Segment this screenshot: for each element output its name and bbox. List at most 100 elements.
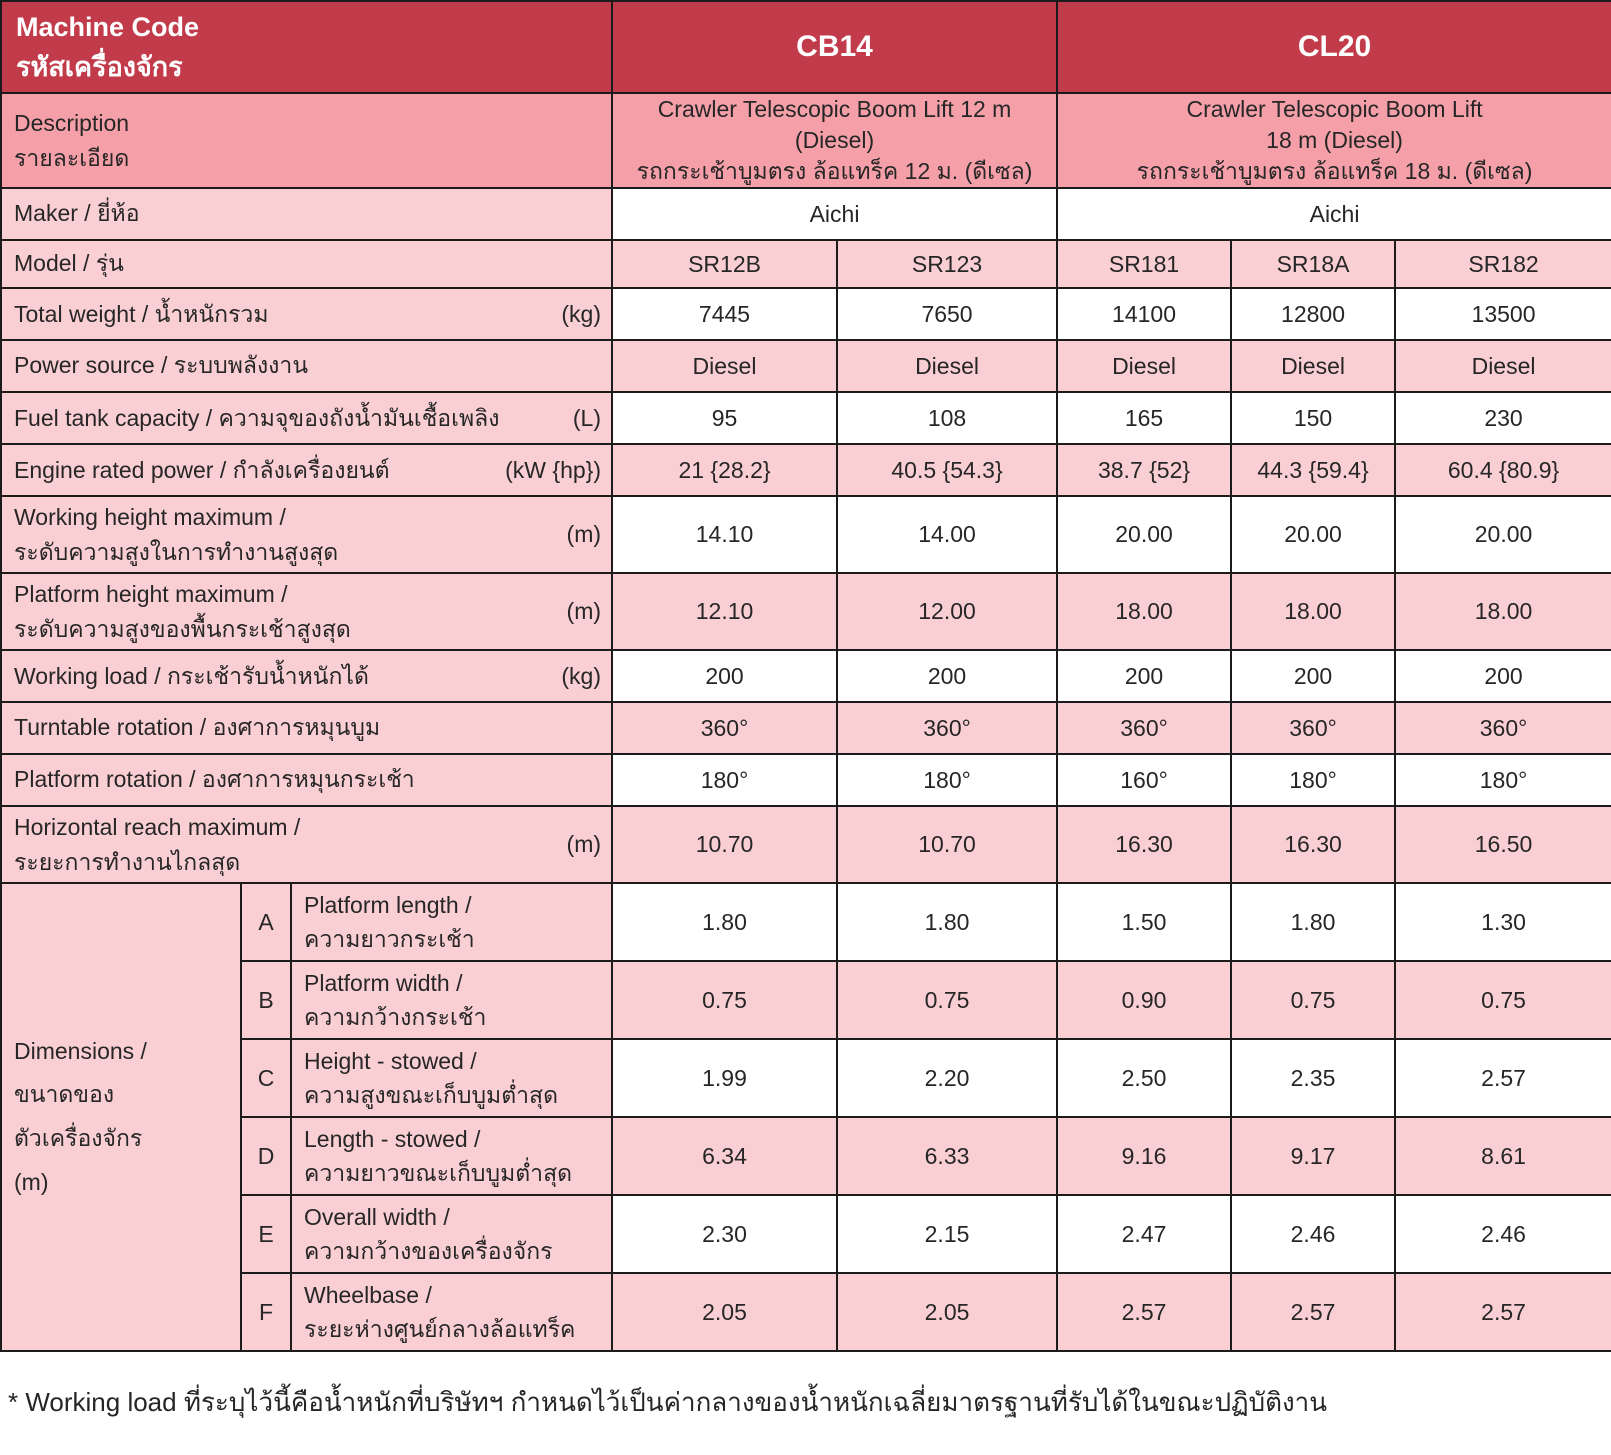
spec-unit: (L) [572,404,602,431]
spec-value: 95 [611,391,839,446]
spec-unit: (kW {hp}) [505,456,602,483]
spec-value: 2.05 [836,1272,1059,1353]
description-cl20-line1: Crawler Telescopic Boom Lift [1186,96,1483,122]
spec-value: 1.80 [1230,882,1397,963]
spec-value: 20.00 [1056,495,1233,575]
spec-value: Diesel [1230,339,1397,394]
spec-unit: (m) [566,521,602,548]
table-row: Platform rotation / องศาการหมุนกระเช้า 1… [0,753,1611,808]
spec-value: 2.57 [1394,1272,1611,1353]
dimension-name-th: ความยาวขณะเก็บบูมต่ำสุด [304,1160,573,1187]
spec-value: 0.75 [836,960,1059,1041]
spec-label-text-th: ระยะการทำงานไกลสุด [14,848,241,875]
column-header-cb14: CB14 [611,0,1059,94]
spec-value: 0.75 [611,960,839,1041]
dimension-name-wheelbase: Wheelbase / ระยะห่างศูนย์กลางล้อแทร็ค [289,1272,614,1353]
dimension-name-en: Height - stowed / [304,1047,477,1074]
table-row: B Platform width / ความกว้างกระเช้า 0.75… [1,960,1611,1041]
dimension-letter: A [240,882,292,963]
spec-value: Diesel [1056,339,1233,394]
dimension-name-en: Platform width / [304,969,463,996]
spec-value: 150 [1230,391,1397,446]
spec-value: 2.05 [611,1272,839,1353]
table-row: Engine rated power / กำลังเครื่องยนต์ (k… [0,443,1611,498]
table-row: Power source / ระบบพลังงาน Diesel Diesel… [0,339,1611,394]
dimension-name-en: Platform length / [304,891,472,918]
dimension-name-th: ความกว้างของเครื่องจักร [304,1238,553,1265]
spec-value: 12.10 [611,572,839,652]
table-row: Fuel tank capacity / ความจุของถังน้ำมันเ… [0,391,1611,446]
dimension-name-th: ความสูงขณะเก็บบูมต่ำสุด [304,1082,559,1109]
spec-value: 10.70 [611,805,839,885]
spec-value: 360° [836,701,1059,756]
table-row: E Overall width / ความกว้างของเครื่องจัก… [1,1194,1611,1275]
dimension-letter: B [240,960,292,1041]
spec-value: 44.3 {59.4} [1230,443,1397,498]
spec-value: Diesel [611,339,839,394]
spec-label-text: Total weight / น้ำหนักรวม [14,300,269,327]
spec-value: 360° [611,701,839,756]
model-value: SR123 [836,239,1059,290]
spec-value: 2.57 [1056,1272,1233,1353]
spec-value: 16.30 [1056,805,1233,885]
spec-value: 18.00 [1230,572,1397,652]
dimension-name-th: ระยะห่างศูนย์กลางล้อแทร็ค [304,1316,576,1343]
dimension-name-en: Overall width / [304,1203,450,1230]
spec-value: 108 [836,391,1059,446]
spec-label-horizontal-reach: Horizontal reach maximum / ระยะการทำงานไ… [0,805,614,885]
spec-value: 21 {28.2} [611,443,839,498]
spec-label-platform-rotation: Platform rotation / องศาการหมุนกระเช้า [0,753,614,808]
dimensions-label-line: (m) [14,1168,49,1195]
spec-value: 12.00 [836,572,1059,652]
dimensions-label-line: ตัวเครื่องจักร [14,1125,143,1152]
spec-label-text: Platform height maximum / [14,581,288,608]
spec-value: 18.00 [1056,572,1233,652]
spec-label-text: Working load / กระเช้ารับน้ำหนักได้ [14,662,369,689]
dimension-name-height-stowed: Height - stowed / ความสูงขณะเก็บบูมต่ำสุ… [289,1038,614,1119]
spec-value: 160° [1056,753,1233,808]
spec-value: 0.75 [1394,960,1611,1041]
spec-label-text: Engine rated power / กำลังเครื่องยนต์ [14,456,390,483]
spec-value: 1.50 [1056,882,1233,963]
spec-value: 10.70 [836,805,1059,885]
machine-spec-table: Machine Code รหัสเครื่องจักร CB14 CL20 D… [0,0,1611,1353]
description-cl20-line2: 18 m (Diesel) [1266,127,1403,154]
spec-value: 180° [836,753,1059,808]
spec-value: 40.5 {54.3} [836,443,1059,498]
spec-value: 2.46 [1394,1194,1611,1275]
model-value: SR18A [1230,239,1397,290]
dimension-letter: D [240,1116,292,1197]
description-cb14-line2: (Diesel) [794,127,875,154]
table-row: Maker / ยี่ห้อ Aichi Aichi [0,187,1611,242]
machine-code-label-en: Machine Code [16,11,200,42]
table-row: Model / รุ่น SR12B SR123 SR181 SR18A SR1… [0,239,1611,290]
spec-label-text-th: ระดับความสูงของพื้นกระเช้าสูงสุด [14,615,351,642]
dimension-name-overall-width: Overall width / ความกว้างของเครื่องจักร [289,1194,614,1275]
spec-value: 13500 [1394,287,1611,342]
spec-value: 9.17 [1230,1116,1397,1197]
spec-value: 14.00 [836,495,1059,575]
spec-value: 180° [1230,753,1397,808]
dimension-name-en: Length - stowed / [304,1125,481,1152]
table-row: Working height maximum / ระดับความสูงในก… [0,495,1611,575]
dimensions-label-line: Dimensions / [14,1037,147,1064]
spec-value: 2.20 [836,1038,1059,1119]
maker-cl20: Aichi [1056,187,1611,242]
table-row: C Height - stowed / ความสูงขณะเก็บบูมต่ำ… [1,1038,1611,1119]
description-label-th: รายละเอียด [14,144,130,171]
spec-value: 200 [1394,649,1611,704]
table-row: Turntable rotation / องศาการหมุนบูม 360°… [0,701,1611,756]
table-row: Dimensions / ขนาดของ ตัวเครื่องจักร (m) … [0,882,1611,1353]
spec-value: 2.57 [1394,1038,1611,1119]
working-load-footnote: * Working load ที่ระบุไว้นี้คือน้ำหนักที… [8,1387,1328,1418]
spec-value: Diesel [1394,339,1611,394]
spec-value: 2.46 [1230,1194,1397,1275]
spec-value: 1.99 [611,1038,839,1119]
spec-value: 230 [1394,391,1611,446]
spec-value: 200 [1056,649,1233,704]
model-value: SR181 [1056,239,1233,290]
spec-value: 2.30 [611,1194,839,1275]
spec-value: 9.16 [1056,1116,1233,1197]
spec-value: 12800 [1230,287,1397,342]
spec-value: 1.30 [1394,882,1611,963]
